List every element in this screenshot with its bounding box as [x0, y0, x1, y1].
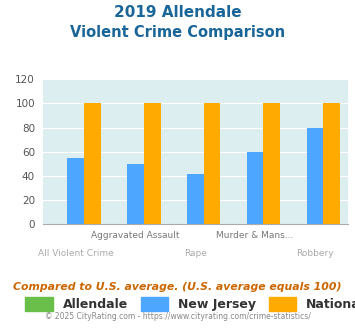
Bar — [247, 152, 263, 224]
Bar — [323, 103, 340, 224]
Text: All Violent Crime: All Violent Crime — [38, 249, 113, 258]
Text: Violent Crime Comparison: Violent Crime Comparison — [70, 25, 285, 40]
Text: Aggravated Assault: Aggravated Assault — [91, 231, 180, 240]
Bar — [263, 103, 280, 224]
Bar — [67, 158, 84, 224]
Bar — [127, 164, 144, 224]
Bar — [144, 103, 160, 224]
Bar — [307, 128, 323, 224]
Text: Compared to U.S. average. (U.S. average equals 100): Compared to U.S. average. (U.S. average … — [13, 282, 342, 292]
Text: © 2025 CityRating.com - https://www.cityrating.com/crime-statistics/: © 2025 CityRating.com - https://www.city… — [45, 312, 310, 321]
Bar — [187, 174, 204, 224]
Text: Rape: Rape — [184, 249, 207, 258]
Text: Robbery: Robbery — [296, 249, 334, 258]
Text: Murder & Mans...: Murder & Mans... — [217, 231, 294, 240]
Legend: Allendale, New Jersey, National: Allendale, New Jersey, National — [21, 292, 355, 316]
Bar — [84, 103, 101, 224]
Text: 2019 Allendale: 2019 Allendale — [114, 5, 241, 20]
Bar — [204, 103, 220, 224]
